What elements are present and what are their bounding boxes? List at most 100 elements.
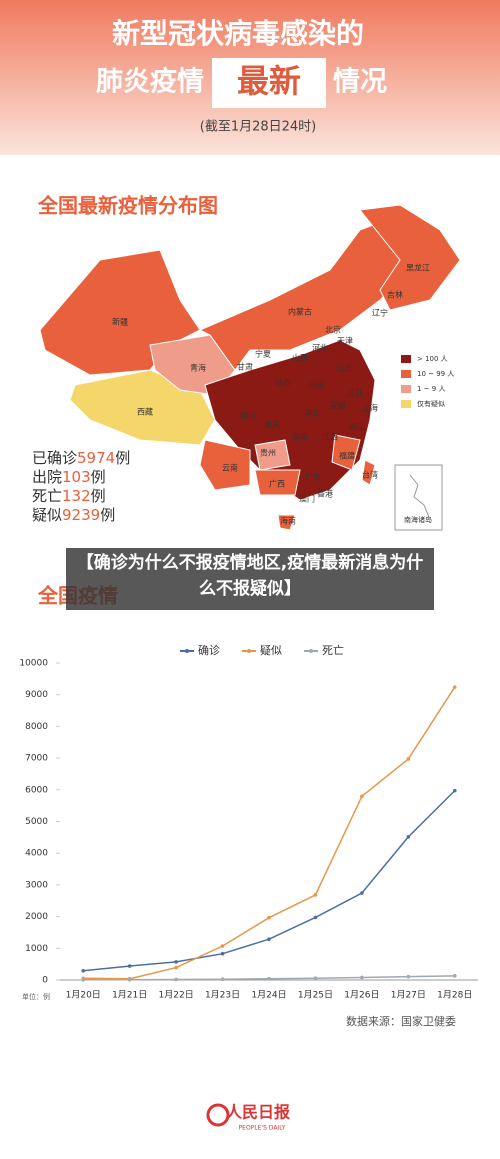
point: [267, 937, 271, 942]
point: [406, 757, 411, 761]
legend-label: 10 ~ 99 人: [417, 370, 454, 378]
province-label: 江苏: [347, 388, 363, 398]
stat-number: 132: [62, 487, 91, 505]
point: [174, 965, 178, 970]
legend-label: 仅有疑似: [417, 399, 445, 408]
stat-number: 103: [62, 468, 91, 486]
province-label: 海南: [280, 516, 296, 526]
point: [406, 835, 411, 839]
south-sea-box: [394, 464, 443, 531]
header-line2c: 情况: [333, 67, 387, 98]
stat: 已确诊5974例: [32, 449, 130, 467]
province-label: 内蒙古: [288, 307, 312, 317]
x-tick-label: 1月28日: [437, 990, 472, 1001]
province-label: 贵州: [260, 448, 276, 458]
stat-number: 9239: [62, 506, 100, 524]
point: [313, 976, 318, 981]
province-label: 青海: [190, 363, 206, 373]
province-label: 宁夏: [255, 349, 271, 359]
point: [267, 976, 271, 981]
province-label: 安徽: [330, 401, 346, 411]
header-box: [212, 58, 326, 108]
logo-mark: [206, 1103, 230, 1127]
point: [313, 893, 318, 897]
x-tick-label: 1月27日: [391, 990, 426, 1001]
legend-swatch: [401, 400, 411, 408]
series-line: [83, 790, 456, 972]
point: [452, 788, 457, 793]
footer-logo: 人民日报: [226, 1103, 290, 1122]
source: 数据来源：国家卫健委: [346, 1014, 456, 1028]
province-label: 西藏: [137, 407, 153, 417]
province-label: 陕西: [275, 378, 291, 388]
province-label: 香港: [317, 489, 333, 499]
point: [452, 974, 457, 978]
region: [199, 439, 251, 491]
header-line1: 新型冠状病毒感染的: [112, 17, 364, 50]
legend-swatch: [401, 370, 411, 378]
province-label: 辽宁: [372, 308, 388, 318]
point: [360, 891, 364, 895]
stat-unit: 例: [115, 449, 130, 467]
x-tick-label: 1月25日: [298, 990, 333, 1001]
footer-logo-en: PEOPLE'S DAILY: [239, 1125, 286, 1132]
province-label: 河南: [308, 380, 324, 390]
stat-label: 死亡: [32, 487, 62, 505]
legend-label: 死亡: [322, 643, 344, 657]
y-tick-label: 3000: [25, 880, 48, 890]
south-sea-label: 南海诸岛: [404, 515, 432, 524]
x-tick-label: 1月20日: [66, 990, 101, 1001]
point: [174, 977, 178, 982]
legend-label: 确诊: [198, 643, 220, 657]
region: [359, 204, 461, 311]
x-tick-label: 1月24日: [251, 990, 286, 1001]
series-line: [83, 686, 456, 980]
region: [254, 439, 291, 471]
legend-swatch: [401, 355, 411, 363]
province-label: 黑龙江: [406, 263, 430, 273]
stat-unit: 例: [91, 468, 106, 486]
region: [198, 214, 421, 371]
point: [313, 915, 318, 920]
stat-label: 出院: [32, 468, 62, 486]
region: [331, 434, 361, 471]
overlay-bg: [66, 548, 434, 610]
point: [220, 977, 225, 982]
point: [360, 794, 364, 799]
stat-label: 已确诊: [32, 449, 77, 467]
province-label: 浙江: [348, 422, 364, 432]
legend-label: > 100 人: [417, 355, 448, 363]
province-label: 广西: [269, 479, 285, 489]
point: [127, 964, 132, 968]
overlay: 【确诊为什么不报疫情地区,疫情最新消息为什么不报疑似】: [76, 553, 424, 599]
province-label: 重庆: [264, 420, 280, 430]
header-line2a: 肺炎疫情: [96, 66, 204, 98]
province-label: 河北: [312, 343, 328, 353]
legend-dot: [185, 649, 189, 653]
province-label: 新疆: [112, 317, 128, 327]
header-date: (截至1月28日24时): [200, 120, 317, 135]
province-label: 山东: [337, 363, 353, 373]
province-labels: 新疆 西藏 青海 甘肃 宁夏 内蒙古 山西 河北 北京 天津 辽宁 吉林 黑龙江…: [112, 263, 430, 526]
x-tick-label: 1月23日: [205, 990, 240, 1001]
south-sea-line: [409, 474, 430, 518]
point: [452, 685, 457, 689]
map-legend: > 100 人 10 ~ 99 人 1 ~ 9 人 仅有疑似: [401, 355, 454, 408]
province-label: 甘肃: [237, 362, 253, 372]
province-label: 山西: [292, 353, 308, 363]
stat-unit: 例: [91, 487, 106, 505]
y-tick-label: 0: [42, 976, 48, 986]
region: [277, 514, 296, 531]
point: [220, 944, 225, 948]
legend-dot: [309, 649, 313, 653]
province-label: 广东: [305, 472, 321, 482]
point: [220, 951, 225, 956]
point: [174, 960, 178, 964]
overlay-caption: 【确诊为什么不报疫情地区,疫情最新消息为什么不报疑似】: [76, 553, 424, 599]
stat-unit: 例: [100, 506, 115, 524]
x-tick-label: 1月26日: [344, 990, 379, 1001]
y-tick-label: 5000: [25, 817, 48, 827]
point: [81, 978, 86, 982]
